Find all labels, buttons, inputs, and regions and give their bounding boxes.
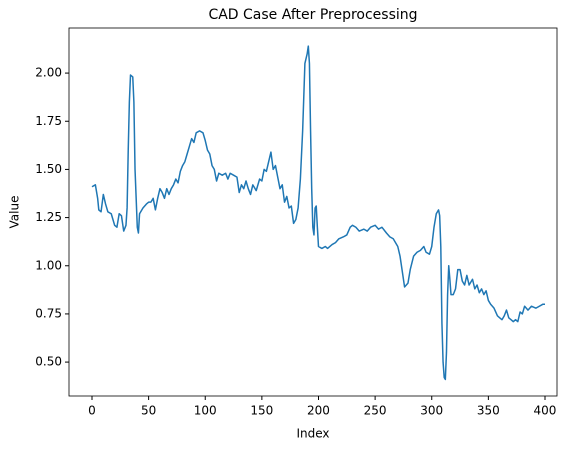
x-tick-label: 100	[194, 404, 217, 418]
y-tick-label: 0.75	[35, 306, 62, 320]
y-tick-label: 1.00	[35, 258, 62, 272]
y-tick-label: 2.00	[35, 66, 62, 80]
data-line	[91, 45, 545, 381]
y-tick-label: 0.50	[35, 355, 62, 369]
y-tick-label: 1.50	[35, 162, 62, 176]
y-tick-label: 1.75	[35, 114, 62, 128]
x-tick-label: 150	[250, 404, 273, 418]
x-tick-label: 250	[364, 404, 387, 418]
x-tick-label: 300	[420, 404, 443, 418]
x-tick-label: 200	[307, 404, 330, 418]
x-tick-label: 50	[141, 404, 156, 418]
x-tick-label: 0	[88, 404, 96, 418]
x-tick-label: 350	[477, 404, 500, 418]
chart-title: CAD Case After Preprocessing	[208, 7, 417, 23]
y-tick-label: 1.25	[35, 210, 62, 224]
y-axis-label: Value	[8, 196, 22, 229]
plot-frame	[68, 27, 558, 397]
x-axis-label: Index	[296, 427, 329, 441]
x-tick-label: 400	[534, 404, 557, 418]
